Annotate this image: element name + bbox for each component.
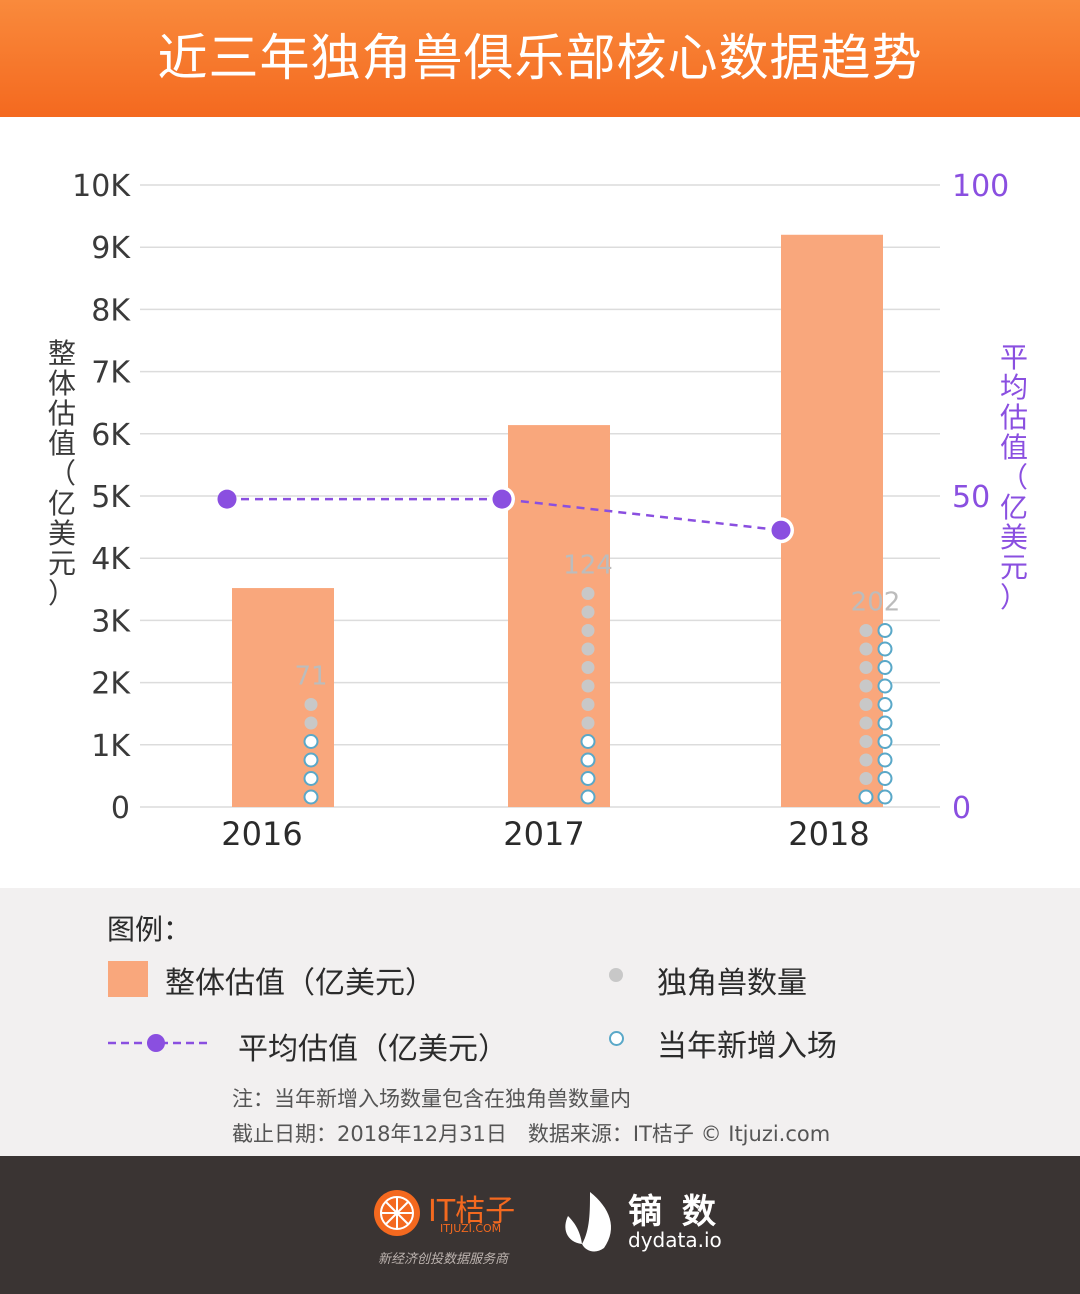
legend-bar-swatch	[108, 961, 148, 997]
dot-new-entry	[580, 771, 596, 786]
dot-new-entry	[877, 771, 893, 786]
dot-new-entry	[303, 771, 319, 786]
y-right-axis-title: 平均估值（亿美元）	[1000, 341, 1028, 614]
legend-label-unicorn-count: 独角兽数量	[657, 966, 807, 1001]
dot-new-entry	[877, 789, 893, 805]
header-banner: 近三年独角兽俱乐部核心数据趋势	[0, 0, 1080, 117]
source-line: 截止日期：2018年12月31日 数据来源：IT桔子 © Itjuzi.com	[232, 1122, 831, 1146]
avg-valuation-point	[217, 489, 237, 509]
dot-unicorn	[859, 661, 873, 674]
footer: IT桔子 ITJUZI.COM 新经济创投数据服务商 镝 数 dydata.io	[0, 1156, 1080, 1294]
legend-label-new-entries: 当年新增入场	[657, 1029, 837, 1064]
dot-unicorn	[304, 698, 318, 711]
dot-unicorn	[581, 698, 595, 711]
y-left-tick-label: 4K	[91, 542, 131, 577]
legend-note: 注：当年新增入场数量包含在独角兽数量内	[232, 1087, 631, 1111]
avg-valuation-point	[771, 520, 791, 540]
legend-heading: 图例：	[107, 913, 192, 946]
dot-unicorn	[859, 772, 873, 785]
y-left-tick-label: 2K	[91, 667, 131, 702]
dot-new-entry	[877, 752, 893, 768]
bar-total-valuation	[508, 425, 610, 807]
legend-label-avg-valuation: 平均估值（亿美元）	[238, 1032, 508, 1067]
dot-unicorn	[581, 661, 595, 674]
dot-unicorn	[859, 716, 873, 730]
dot-unicorn	[581, 716, 595, 730]
x-tick-label: 2016	[221, 815, 302, 853]
dydata-leaf-logo-icon	[565, 1192, 612, 1252]
dot-new-entry	[877, 641, 893, 657]
dot-new-entry	[877, 697, 893, 712]
y-left-tick-label: 7K	[91, 356, 131, 391]
dot-unicorn	[304, 716, 318, 730]
brand-itjuzi-url: ITJUZI.COM	[440, 1222, 502, 1235]
legend-label-total-valuation: 整体估值（亿美元）	[165, 966, 435, 1001]
dot-unicorn	[581, 679, 595, 693]
y-right-tick-label: 0	[952, 791, 971, 826]
dot-unicorn	[859, 624, 873, 637]
y-right-tick-label: 100	[952, 169, 1009, 204]
avg-valuation-line	[227, 497, 782, 532]
y-left-axis-title: 整体估值（亿美元）	[48, 337, 76, 610]
y-left-tick-label: 1K	[91, 729, 131, 764]
dot-new-entry	[877, 715, 893, 731]
dot-new-entry	[858, 789, 874, 805]
dot-count-label: 71	[294, 662, 327, 692]
brand-dydata-url: dydata.io	[628, 1228, 722, 1252]
dot-new-entry	[877, 734, 893, 749]
dot-new-entry	[303, 752, 319, 768]
brand-itjuzi-tagline: 新经济创投数据服务商	[378, 1252, 509, 1267]
y-left-tick-label: 0	[111, 791, 130, 826]
dot-new-entry	[303, 734, 319, 749]
dot-count-label: 202	[851, 588, 901, 618]
brand-itjuzi-name: IT桔子	[428, 1194, 516, 1229]
y-left-tick-label: 9K	[91, 231, 131, 266]
dot-unicorn	[581, 605, 595, 619]
dot-unicorn	[581, 642, 595, 656]
y-left-tick-label: 5K	[91, 480, 131, 515]
legend-hollow-dot-icon	[609, 1031, 624, 1046]
dot-unicorn	[859, 642, 873, 656]
dot-unicorn	[859, 735, 873, 748]
bar-total-valuation	[781, 234, 883, 807]
dot-unicorn	[859, 679, 873, 693]
dot-unicorn	[859, 698, 873, 711]
dot-new-entry	[580, 789, 596, 805]
dot-unicorn	[859, 753, 873, 767]
brand-dydata-name: 镝 数	[628, 1192, 720, 1232]
orange-logo-icon	[374, 1190, 420, 1236]
y-left-tick-label: 3K	[91, 604, 131, 639]
legend-line-marker-icon	[108, 1034, 210, 1052]
dot-new-entry	[580, 734, 596, 749]
dot-count-label: 124	[563, 551, 613, 581]
page-title: 近三年独角兽俱乐部核心数据趋势	[157, 29, 923, 87]
y-right-tick-label: 50	[952, 480, 990, 515]
avg-valuation-point	[492, 489, 512, 509]
dot-new-entry	[877, 678, 893, 694]
dot-unicorn	[581, 587, 595, 600]
y-left-tick-label: 6K	[91, 418, 131, 453]
dot-new-entry	[877, 623, 893, 638]
x-tick-label: 2017	[503, 815, 584, 853]
bar-total-valuation	[232, 588, 334, 807]
x-tick-label: 2018	[788, 815, 869, 853]
legend-panel: 图例： 整体估值（亿美元） 独角兽数量 平均估值（亿美元） 当年新增入场 注：当…	[0, 888, 1080, 1156]
y-left-tick-label: 8K	[91, 293, 131, 328]
chart-area: 0 1K 2K 3K 4K 5K 6K 7K 8K 9K 10K 0 50 100 整体估值（亿美元） 平均估…	[48, 169, 1028, 853]
dot-new-entry	[580, 752, 596, 768]
dot-unicorn	[581, 624, 595, 637]
y-left-tick-label: 10K	[72, 169, 131, 204]
dot-new-entry	[877, 660, 893, 675]
legend-gray-dot-icon	[609, 968, 623, 982]
dot-new-entry	[303, 789, 319, 805]
